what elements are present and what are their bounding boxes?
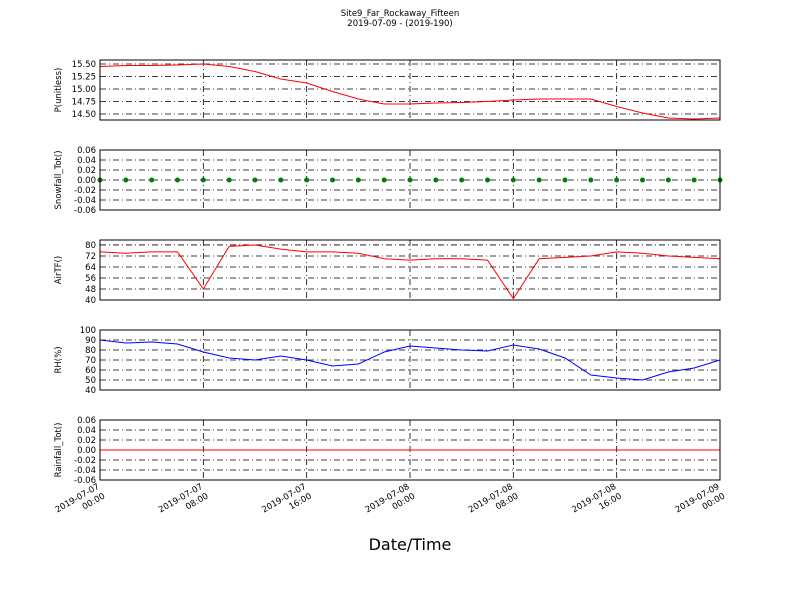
y-tick-label: 40 [85, 296, 96, 306]
data-point [588, 177, 594, 183]
axes-frame [99, 239, 721, 301]
data-point [330, 177, 335, 183]
y-tick-label: 14.75 [72, 98, 96, 108]
y-tick-label: -0.04 [74, 466, 96, 476]
data-line [99, 339, 721, 381]
data-line [99, 244, 721, 300]
y-tick-label: 56 [85, 274, 96, 284]
data-point [614, 177, 620, 183]
data-point [536, 177, 542, 183]
y-tick-label: 50 [85, 376, 96, 386]
x-tick-label: 2019-07-0900:00 [674, 482, 727, 525]
y-tick-label: -0.02 [74, 186, 96, 196]
chart-title: Site9_Far_Rockaway_Fifteen [341, 9, 460, 19]
data-point [691, 177, 697, 183]
y-tick-label: 0.02 [77, 436, 96, 446]
y-tick-label: 90 [85, 336, 96, 346]
axes-frame [99, 419, 721, 481]
data-point [381, 177, 387, 183]
data-point [459, 177, 465, 183]
y-tick-label: 0.06 [77, 416, 96, 426]
y-tick-label: 15.00 [72, 85, 96, 95]
x-tick-label: 2019-07-0708:00 [157, 482, 210, 525]
y-tick-label: -0.04 [74, 196, 96, 206]
axes-frame [99, 59, 721, 121]
y-tick-label: 14.50 [72, 110, 96, 120]
y-tick-label: 0.00 [77, 446, 96, 456]
y-tick-label: 60 [85, 366, 96, 376]
data-line [99, 63, 721, 120]
data-point [123, 177, 129, 183]
axes-frame [99, 149, 721, 211]
y-axis-label: P(unitless) [54, 68, 64, 113]
data-point [665, 177, 671, 183]
data-point [278, 177, 284, 183]
y-tick-label: 15.50 [72, 60, 96, 70]
data-point [510, 177, 516, 183]
y-tick-label: 40 [85, 386, 96, 396]
data-point [640, 177, 645, 183]
data-point [226, 177, 232, 183]
data-point [407, 177, 413, 183]
y-tick-label: 0.06 [77, 146, 96, 156]
data-point [200, 177, 206, 183]
data-point [149, 177, 155, 183]
y-tick-label: -0.06 [74, 476, 96, 486]
axes-frame [99, 329, 721, 391]
data-point [562, 177, 568, 183]
x-tick-label: 2019-07-0816:00 [570, 482, 623, 525]
y-axis-label: Snowfall_Tot() [54, 150, 64, 209]
y-tick-label: 0.00 [77, 176, 96, 186]
data-point [252, 177, 258, 183]
y-tick-label: 100 [80, 326, 96, 336]
y-tick-label: 64 [85, 263, 96, 273]
y-axis-label: AirTF() [54, 256, 64, 284]
y-tick-label: 70 [85, 356, 96, 366]
y-tick-label: 80 [85, 241, 96, 251]
y-axis-label: Rainfall_Tot() [54, 423, 64, 478]
x-tick-label: 2019-07-0800:00 [364, 482, 417, 525]
chart-subtitle: 2019-07-09 - (2019-190) [347, 19, 452, 29]
x-tick-label: 2019-07-0700:00 [54, 482, 107, 525]
y-tick-label: 0.04 [77, 156, 96, 166]
y-tick-label: 0.02 [77, 166, 96, 176]
data-point [355, 177, 361, 183]
y-tick-label: 80 [85, 346, 96, 356]
x-tick-label: 2019-07-0716:00 [260, 482, 313, 525]
y-tick-label: 48 [85, 285, 96, 295]
data-point [485, 177, 490, 183]
y-tick-label: 15.25 [72, 73, 96, 83]
x-tick-label: 2019-07-0808:00 [467, 482, 520, 525]
y-tick-label: -0.02 [74, 456, 96, 466]
y-tick-label: 0.04 [77, 426, 96, 436]
data-point [175, 177, 180, 183]
x-axis-label: Date/Time [369, 535, 452, 554]
data-point [433, 177, 439, 183]
y-tick-label: 72 [85, 252, 96, 262]
data-point [304, 177, 310, 183]
y-tick-label: -0.06 [74, 206, 96, 216]
y-axis-label: RH(%) [54, 346, 64, 373]
